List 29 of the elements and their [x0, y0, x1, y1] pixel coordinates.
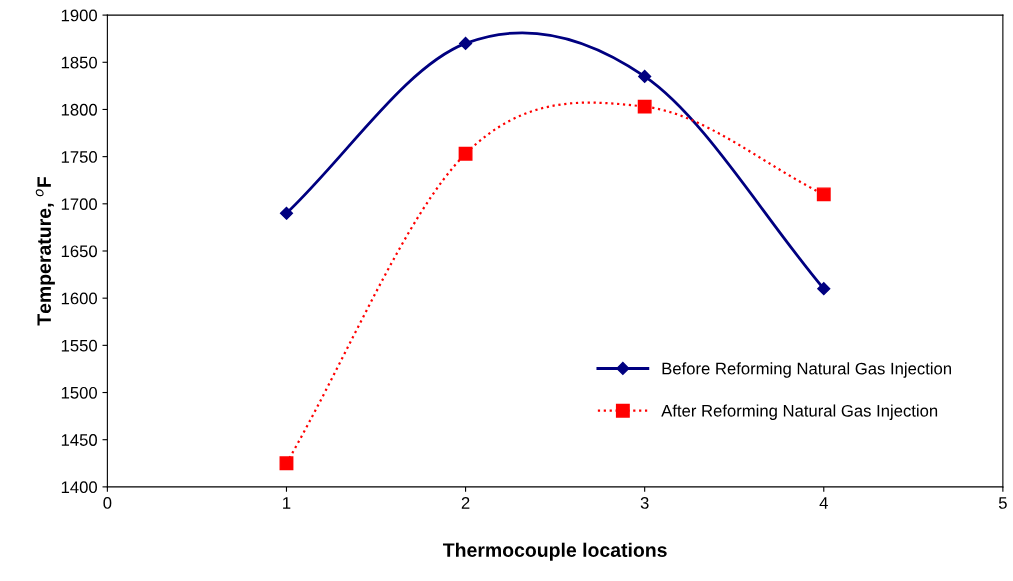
x-tick-label: 3 [640, 497, 649, 509]
y-tick-label: 1750 [61, 151, 98, 163]
x-tick-label: 1 [283, 497, 291, 509]
y-tick-label: 1800 [61, 103, 98, 116]
x-tick-label: 4 [819, 497, 828, 509]
point [637, 99, 652, 114]
point [458, 146, 473, 161]
x-axis-title: Thermocouple locations [442, 542, 667, 561]
legend-label: Before Reforming Natural Gas Injection [662, 362, 951, 378]
point [638, 69, 652, 84]
x-tick-label: 0 [103, 497, 112, 509]
y-tick-label: 1900 [61, 9, 98, 22]
point [817, 282, 831, 296]
y-tick-label: 1600 [61, 292, 98, 305]
point [279, 206, 294, 220]
y-tick-label: 1400 [61, 481, 98, 494]
point [816, 187, 831, 202]
y-tick-label: 1500 [61, 386, 98, 399]
y-tick-label: 1550 [61, 339, 98, 352]
point [279, 456, 294, 471]
legend-label: After Reforming Natural Gas Injection [661, 404, 938, 420]
y-axis-title: Temperature, $^{o}$F [35, 176, 55, 326]
y-tick-label: 1450 [61, 434, 98, 446]
y-tick-label: 1650 [61, 245, 98, 258]
x-tick-label: 2 [461, 497, 470, 509]
point [458, 36, 473, 50]
x-tick-label: 5 [998, 497, 1007, 509]
y-tick-label: 1850 [61, 56, 98, 69]
y-tick-label: 1700 [61, 198, 98, 211]
